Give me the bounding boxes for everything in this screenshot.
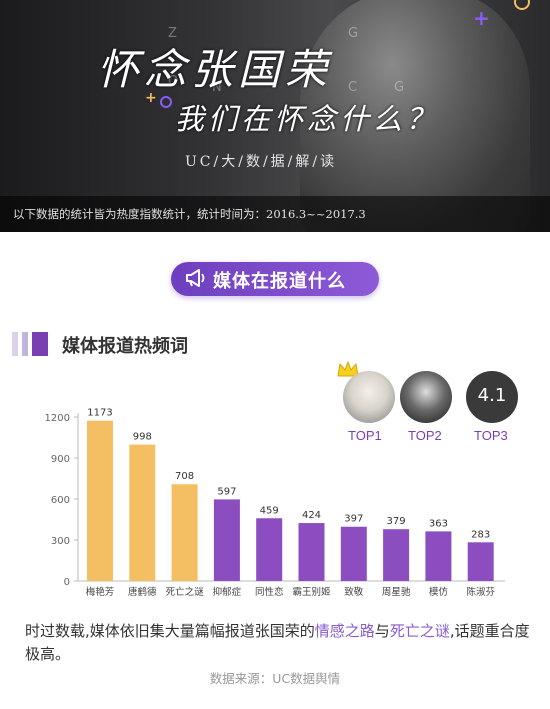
bar-value-label: 998: [133, 432, 152, 443]
banner-tagline: UC/大/数/据/解/读: [185, 154, 338, 170]
top3-label: TOP3: [474, 428, 508, 443]
x-tick-label: 霸王别姬: [292, 586, 331, 598]
top1-label: TOP1: [348, 428, 382, 443]
plus-decoration-icon: +: [145, 90, 157, 106]
bar-value-label: 424: [302, 510, 321, 521]
x-tick-label: 模仿: [429, 586, 449, 598]
note-strip: [0, 196, 550, 232]
bar-value-label: 708: [175, 471, 194, 482]
bar: [340, 526, 367, 581]
bar-value-label: 597: [217, 486, 236, 497]
watermark-letter: G: [348, 26, 361, 41]
heading-bar-decoration: [32, 332, 48, 356]
y-tick-label: 0: [64, 577, 70, 588]
heading-bar-decoration: [22, 332, 28, 356]
y-tick-label: 600: [51, 495, 70, 506]
watermark-letter: G: [394, 80, 407, 95]
x-tick-label: 同性恋: [255, 586, 284, 598]
avatar-top3: 4.1: [466, 371, 518, 423]
bar: [87, 420, 113, 581]
y-tick-label: 300: [51, 536, 70, 547]
plus-decoration-icon: +: [473, 6, 490, 30]
bar: [213, 499, 240, 581]
data-source: 数据来源：UC数据舆情: [209, 671, 341, 686]
bar-value-label: 379: [387, 516, 406, 527]
watermark-letter: O: [168, 74, 181, 89]
top2-label: TOP2: [408, 428, 442, 443]
caption-highlight: 情感之路: [314, 622, 375, 640]
heading-title: 媒体报道热频词: [62, 336, 188, 357]
bar-value-label: 1173: [87, 408, 112, 419]
bar: [467, 542, 494, 581]
caption-part: 与: [374, 622, 390, 640]
x-tick-label: 周星驰: [382, 586, 411, 598]
bar: [425, 531, 452, 581]
x-tick-label: 致敬: [344, 586, 364, 598]
megaphone-icon: [186, 269, 205, 287]
statistics-note: 以下数据的统计皆为热度指数统计，统计时间为：2016.3~~2017.3: [13, 207, 366, 221]
caption-text: 时过数载,媒体依旧集大量篇幅报道张国荣的情感之路与死亡之谜,话题重合度极高。: [25, 620, 530, 666]
watermark-letter: N: [212, 80, 224, 95]
x-tick-label: 抑郁症: [213, 586, 242, 598]
avatar-top3-text: 4.1: [477, 385, 507, 406]
header-banner: Z G O N C G 怀念张国荣 我们在怀念什么？ UC/大/数/据/解/读 …: [0, 0, 550, 232]
heading-bar-decoration: [12, 332, 18, 356]
ring-decoration-icon: [514, 0, 530, 10]
portrait-photo: [300, 0, 530, 232]
section-pill-label: 媒体在报道什么: [213, 271, 346, 292]
bar: [298, 523, 325, 581]
banner-title: 怀念张国荣: [97, 45, 333, 94]
x-tick-label: 死亡之谜: [166, 586, 205, 598]
caption-part: 时过数载,媒体依旧集大量篇幅报道张国荣的: [25, 622, 315, 640]
bar-value-label: 459: [260, 505, 279, 516]
caption-part: ,话题重合度极高。: [25, 622, 530, 663]
bar: [171, 484, 198, 581]
ring-decoration-icon: [160, 96, 172, 108]
watermark-letter: Z: [168, 26, 179, 41]
bar-value-label: 397: [344, 514, 363, 525]
bar-value-label: 363: [429, 518, 448, 529]
section-pill: 媒体在报道什么: [171, 262, 379, 296]
bar-chart: 0 300 600 900 1200 1173 梅艳芳 998 唐鹤德 708 死亡之谜 597 抑郁症…: [45, 408, 505, 598]
y-tick-label: 900: [51, 454, 70, 465]
bar: [383, 529, 410, 581]
bar-value-label: 283: [471, 529, 490, 540]
banner-subtitle-question: 我们在怀念什么？: [175, 102, 440, 136]
x-tick-label: 唐鹤德: [128, 586, 157, 598]
watermark-letter: C: [348, 80, 360, 95]
x-tick-label: 梅艳芳: [86, 586, 115, 598]
bar: [129, 444, 156, 581]
avatar-top2: [400, 371, 452, 423]
bar: [256, 518, 283, 581]
y-tick-label: 1200: [45, 413, 70, 424]
x-tick-label: 陈淑芬: [466, 586, 495, 598]
caption-highlight: 死亡之谜: [389, 622, 450, 640]
avatar-top1: [343, 371, 395, 423]
